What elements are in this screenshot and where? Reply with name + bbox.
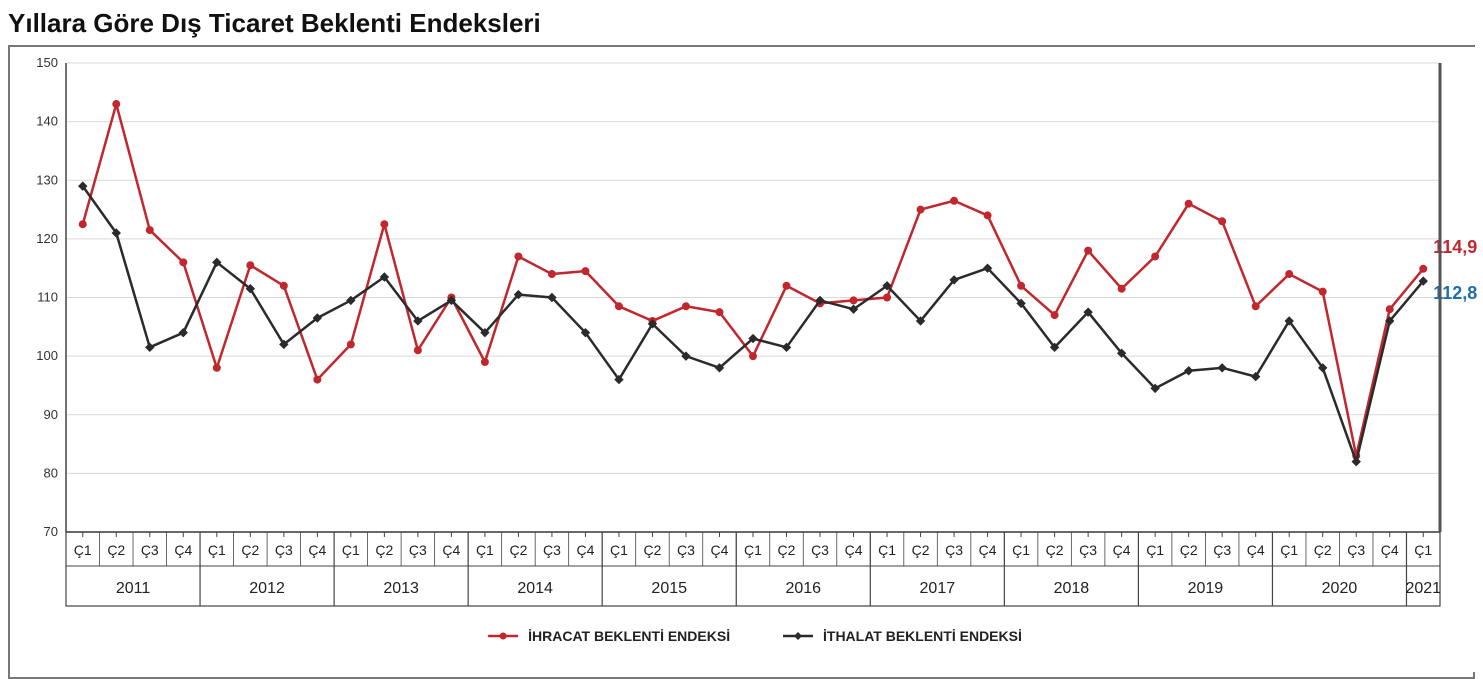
svg-text:100: 100	[36, 348, 58, 363]
svg-text:Ç1: Ç1	[208, 542, 226, 558]
svg-text:Ç4: Ç4	[576, 542, 594, 558]
svg-text:Ç1: Ç1	[1146, 542, 1164, 558]
svg-text:Ç3: Ç3	[141, 542, 159, 558]
svg-text:2014: 2014	[517, 580, 553, 597]
svg-text:Ç4: Ç4	[442, 542, 460, 558]
svg-text:90: 90	[44, 407, 58, 422]
chart-svg: 70 80 90 100 110 120 130 140 150 Ç1 Ç2 Ç3 Ç4 2011 Ç1 Ç2…	[10, 47, 1477, 672]
svg-text:130: 130	[36, 172, 58, 187]
svg-text:Ç1: Ç1	[1280, 542, 1298, 558]
svg-text:2011: 2011	[116, 580, 151, 597]
svg-text:2020: 2020	[1322, 580, 1358, 597]
svg-text:80: 80	[44, 465, 58, 480]
svg-text:Ç3: Ç3	[275, 542, 293, 558]
svg-text:Ç1: Ç1	[1414, 542, 1432, 558]
svg-text:Ç4: Ç4	[308, 542, 326, 558]
svg-text:Ç1: Ç1	[610, 542, 628, 558]
svg-text:Ç3: Ç3	[945, 542, 963, 558]
svg-text:Ç3: Ç3	[677, 542, 695, 558]
svg-text:Ç1: Ç1	[878, 542, 896, 558]
svg-text:İTHALAT BEKLENTİ ENDEKSİ: İTHALAT BEKLENTİ ENDEKSİ	[823, 628, 1022, 644]
chart-title: Yıllara Göre Dış Ticaret Beklenti Endeks…	[0, 0, 1483, 45]
svg-text:110: 110	[37, 290, 58, 305]
svg-text:Ç3: Ç3	[409, 542, 427, 558]
svg-text:Ç3: Ç3	[1347, 542, 1365, 558]
svg-text:Ç2: Ç2	[241, 542, 259, 558]
svg-text:2019: 2019	[1188, 580, 1224, 597]
svg-text:Ç3: Ç3	[543, 542, 561, 558]
svg-text:140: 140	[36, 114, 58, 129]
svg-text:Ç4: Ç4	[711, 542, 729, 558]
svg-text:Ç2: Ç2	[778, 542, 796, 558]
svg-text:Ç1: Ç1	[476, 542, 494, 558]
svg-text:2013: 2013	[383, 580, 419, 597]
chart-box: 70 80 90 100 110 120 130 140 150 Ç1 Ç2 Ç3 Ç4 2011 Ç1 Ç2…	[8, 45, 1475, 679]
svg-text:Ç2: Ç2	[1180, 542, 1198, 558]
svg-text:2017: 2017	[920, 580, 956, 597]
svg-text:Ç3: Ç3	[811, 542, 829, 558]
svg-text:Ç1: Ç1	[1012, 542, 1030, 558]
svg-text:Ç3: Ç3	[1079, 542, 1097, 558]
svg-text:Ç4: Ç4	[1113, 542, 1131, 558]
svg-text:Ç4: Ç4	[174, 542, 192, 558]
svg-text:2016: 2016	[785, 580, 821, 597]
svg-text:Ç4: Ç4	[1381, 542, 1399, 558]
svg-text:Ç1: Ç1	[74, 542, 92, 558]
svg-text:Ç4: Ç4	[979, 542, 997, 558]
svg-text:2015: 2015	[651, 580, 687, 597]
svg-text:2012: 2012	[249, 580, 285, 597]
svg-text:2021: 2021	[1405, 580, 1441, 597]
svg-text:Ç2: Ç2	[912, 542, 930, 558]
svg-text:120: 120	[36, 231, 58, 246]
svg-text:Ç4: Ç4	[1247, 542, 1265, 558]
svg-text:Ç1: Ç1	[342, 542, 360, 558]
svg-text:İHRACAT BEKLENTİ ENDEKSİ: İHRACAT BEKLENTİ ENDEKSİ	[528, 628, 730, 644]
svg-text:Ç2: Ç2	[1046, 542, 1064, 558]
svg-text:Ç1: Ç1	[744, 542, 762, 558]
svg-text:Ç2: Ç2	[1314, 542, 1332, 558]
svg-text:Ç2: Ç2	[375, 542, 393, 558]
svg-text:150: 150	[36, 55, 58, 70]
svg-text:2018: 2018	[1054, 580, 1090, 597]
svg-text:Ç3: Ç3	[1213, 542, 1231, 558]
svg-text:Ç2: Ç2	[107, 542, 125, 558]
svg-text:Ç2: Ç2	[644, 542, 662, 558]
chart-wrapper: Yıllara Göre Dış Ticaret Beklenti Endeks…	[0, 0, 1483, 675]
svg-text:70: 70	[44, 524, 58, 539]
svg-text:Ç2: Ç2	[509, 542, 527, 558]
svg-text:Ç4: Ç4	[845, 542, 863, 558]
